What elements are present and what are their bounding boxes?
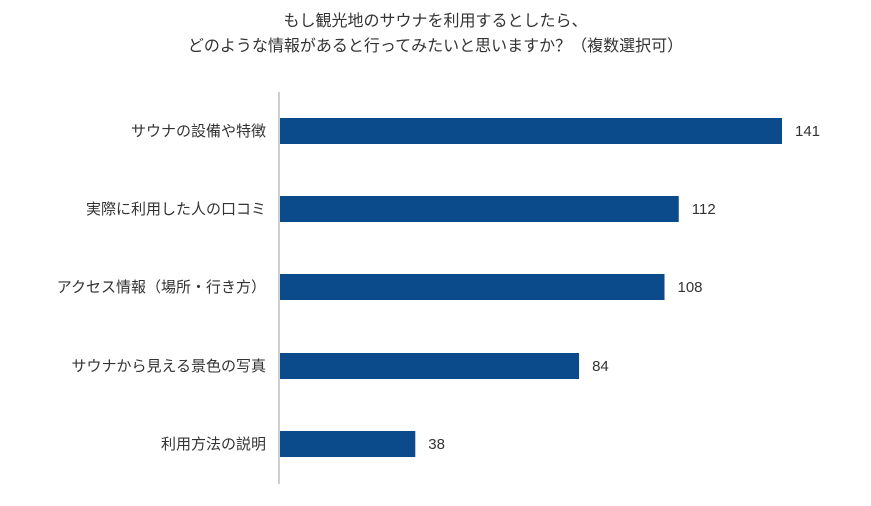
value-label-0: 141 bbox=[795, 123, 820, 140]
chart-title-line1: もし観光地のサウナを利用するとしたら、 bbox=[283, 11, 588, 30]
chart-title-line2: どのような情報があると行ってみたいと思いますか？（複数選択可） bbox=[187, 36, 684, 55]
category-label-4: 利用方法の説明 bbox=[161, 435, 266, 453]
bar-3 bbox=[280, 353, 580, 379]
value-label-2: 108 bbox=[678, 279, 703, 296]
bar-4 bbox=[280, 431, 416, 457]
bar-0 bbox=[280, 118, 782, 144]
value-label-3: 84 bbox=[592, 358, 609, 375]
bar-2 bbox=[280, 274, 665, 300]
category-label-3: サウナから見える景色の写真 bbox=[71, 357, 266, 375]
bar-1 bbox=[280, 196, 679, 222]
value-label-1: 112 bbox=[692, 201, 716, 218]
category-label-0: サウナの設備や特徴 bbox=[131, 122, 266, 140]
value-label-4: 38 bbox=[428, 436, 445, 453]
category-label-1: 実際に利用した人の口コミ bbox=[86, 200, 266, 218]
category-label-2: アクセス情報（場所・行き方） bbox=[57, 278, 266, 296]
chart-title: もし観光地のサウナを利用するとしたら、 どのような情報があると行ってみたいと思い… bbox=[0, 8, 871, 58]
